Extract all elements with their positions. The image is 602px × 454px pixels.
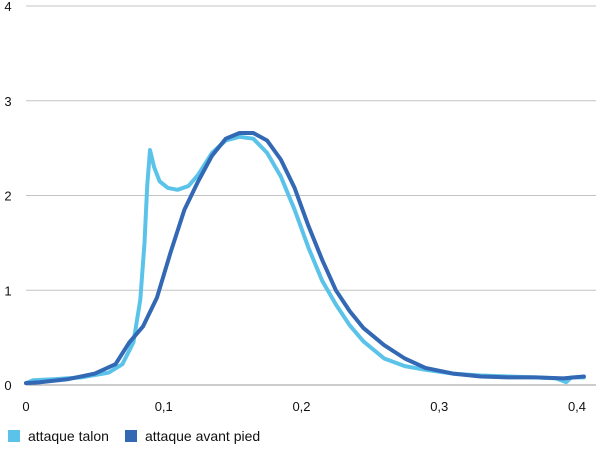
legend-item-attaque-talon: attaque talon [8,428,109,444]
series-lines [24,131,586,386]
series-line-attaque-avant-pied [24,131,586,386]
legend-label-attaque-talon: attaque talon [28,428,109,444]
y-tick-label: 0 [4,378,11,393]
legend-swatch-attaque-talon [8,430,20,442]
x-tick-label: 0 [22,399,29,414]
y-tick-label: 1 [4,283,11,298]
x-tick-label: 0,1 [155,399,173,414]
x-axis-ticks: 0 0,1 0,2 0,3 0,4 [22,399,586,414]
legend-swatch-attaque-avant-pied [124,430,137,442]
legend-item-attaque-avant-pied: attaque avant pied [124,428,261,444]
series-line-attaque-talon [24,134,586,386]
chart-legend: attaque talon attaque avant pied [8,428,276,444]
x-tick-label: 0,2 [292,399,310,414]
grid-lines [26,5,596,386]
y-tick-label: 2 [4,189,11,204]
x-tick-label: 0,3 [430,399,448,414]
x-tick-label: 0,4 [568,399,586,414]
y-tick-label: 4 [4,0,11,14]
legend-label-attaque-avant-pied: attaque avant pied [144,428,261,444]
y-tick-label: 3 [4,94,11,109]
y-axis-ticks: 0 1 2 3 4 [4,0,11,393]
